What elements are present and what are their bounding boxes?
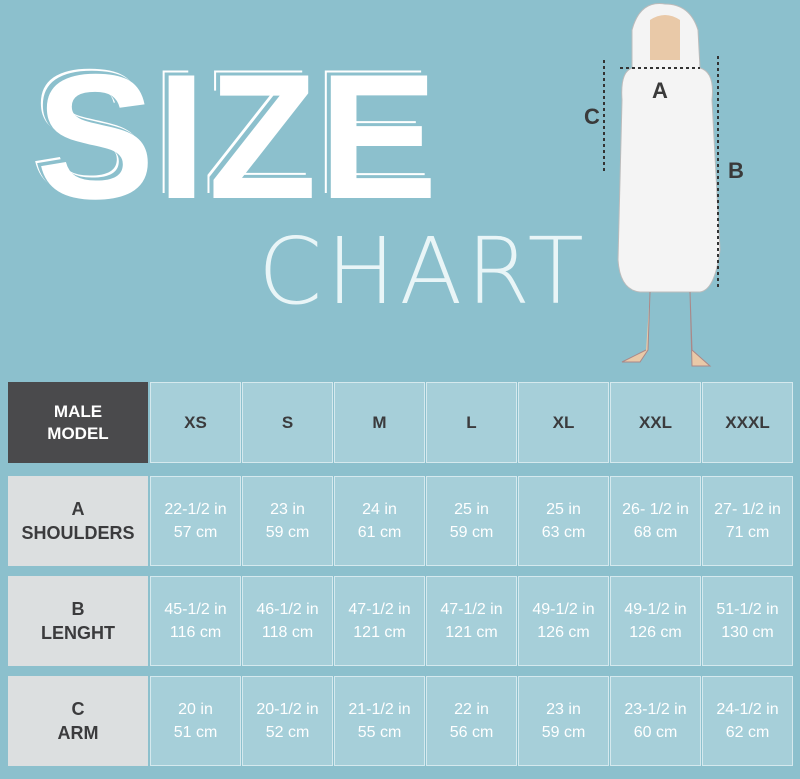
measure-cell: 46-1/2 in 118 cm bbox=[242, 576, 333, 666]
row-label: B LENGHT bbox=[8, 576, 148, 666]
size-header-text: XXXL bbox=[725, 412, 770, 432]
row-label: A SHOULDERS bbox=[8, 476, 148, 566]
size-header-text: XS bbox=[184, 412, 207, 432]
size-header: XS bbox=[150, 382, 241, 463]
measure-cell-text: 21-1/2 in bbox=[348, 701, 411, 718]
row-label-text: LENGHT bbox=[41, 623, 115, 643]
measure-cell-text: 24-1/2 in bbox=[716, 701, 779, 718]
measure-cell-text: 116 cm bbox=[169, 624, 222, 641]
measure-cell-text: 59 cm bbox=[541, 724, 586, 741]
measure-cell: 47-1/2 in 121 cm bbox=[426, 576, 517, 666]
measure-cell-text: 61 cm bbox=[357, 524, 402, 541]
measure-cell-text: 27- 1/2 in bbox=[714, 501, 781, 518]
measure-cell-text: 62 cm bbox=[725, 724, 770, 741]
measure-cell-text: 49-1/2 in bbox=[624, 601, 687, 618]
measure-cell-text: 23-1/2 in bbox=[624, 701, 687, 718]
measure-cell-text: 22 in bbox=[454, 701, 489, 718]
measure-cell-text: 49-1/2 in bbox=[532, 601, 595, 618]
measure-cell-text: 23 in bbox=[270, 501, 305, 518]
corner-cell-text: MALE bbox=[53, 401, 103, 421]
measure-cell-text: 126 cm bbox=[537, 624, 590, 641]
measure-cell-text: 71 cm bbox=[725, 524, 770, 541]
size-header: S bbox=[242, 382, 333, 463]
measure-cell-text: 25 in bbox=[546, 501, 581, 518]
measure-cell: 22-1/2 in 57 cm bbox=[150, 476, 241, 566]
title: SIZE bbox=[36, 37, 440, 236]
measure-cell: 49-1/2 in 126 cm bbox=[610, 576, 701, 666]
measure-cell-text: 60 cm bbox=[633, 724, 678, 741]
corner-cell: MALE MODEL bbox=[8, 382, 148, 463]
measure-cell: 47-1/2 in 121 cm bbox=[334, 576, 425, 666]
label-b: B bbox=[728, 158, 744, 183]
measure-cell-text: 20 in bbox=[178, 701, 213, 718]
measure-cell-text: 24 in bbox=[362, 501, 397, 518]
measure-cell: 26- 1/2 in 68 cm bbox=[610, 476, 701, 566]
size-header: XXXL bbox=[702, 382, 793, 463]
measure-cell-text: 68 cm bbox=[633, 524, 678, 541]
measure-cell: 25 in 63 cm bbox=[518, 476, 609, 566]
measure-cell: 27- 1/2 in 71 cm bbox=[702, 476, 793, 566]
measure-cell-text: 130 cm bbox=[721, 624, 774, 641]
subtitle: CHART bbox=[258, 218, 588, 325]
measure-cell: 25 in 59 cm bbox=[426, 476, 517, 566]
measure-cell-text: 47-1/2 in bbox=[440, 601, 503, 618]
row-label-text: C bbox=[71, 699, 85, 719]
measure-cell-text: 63 cm bbox=[541, 524, 586, 541]
measure-cell-text: 23 in bbox=[546, 701, 581, 718]
row-label-text: SHOULDERS bbox=[21, 523, 135, 543]
size-header: XL bbox=[518, 382, 609, 463]
size-header-text: M bbox=[372, 412, 387, 432]
measure-cell-text: 56 cm bbox=[449, 724, 494, 741]
measure-cell-text: 25 in bbox=[454, 501, 489, 518]
measure-cell-text: 118 cm bbox=[261, 624, 314, 641]
measure-cell: 21-1/2 in 55 cm bbox=[334, 676, 425, 766]
size-header: M bbox=[334, 382, 425, 463]
measure-cell: 23 in 59 cm bbox=[242, 476, 333, 566]
measure-cell-text: 45-1/2 in bbox=[164, 601, 227, 618]
measure-cell: 22 in 56 cm bbox=[426, 676, 517, 766]
measure-cell: 51-1/2 in 130 cm bbox=[702, 576, 793, 666]
size-header-text: S bbox=[281, 412, 294, 432]
size-header: XXL bbox=[610, 382, 701, 463]
measure-cell: 49-1/2 in 126 cm bbox=[518, 576, 609, 666]
measure-cell-text: 20-1/2 in bbox=[256, 701, 319, 718]
measure-cell-text: 52 cm bbox=[265, 724, 310, 741]
measure-cell-text: 57 cm bbox=[173, 524, 218, 541]
size-header-text: L bbox=[466, 412, 477, 432]
corner-cell-text: MODEL bbox=[47, 423, 109, 443]
measure-cell: 23-1/2 in 60 cm bbox=[610, 676, 701, 766]
measure-cell-text: 22-1/2 in bbox=[164, 501, 227, 518]
size-header-text: XL bbox=[552, 412, 575, 432]
label-a: A bbox=[652, 78, 668, 103]
row-label-text: A bbox=[71, 499, 85, 519]
measure-cell-text: 59 cm bbox=[265, 524, 310, 541]
measure-cell-text: 121 cm bbox=[445, 624, 498, 641]
measure-cell: 23 in 59 cm bbox=[518, 676, 609, 766]
measure-cell: 45-1/2 in 116 cm bbox=[150, 576, 241, 666]
measure-cell: 24-1/2 in 62 cm bbox=[702, 676, 793, 766]
measure-cell-text: 55 cm bbox=[357, 724, 402, 741]
robe-figure: A B C bbox=[584, 3, 744, 367]
measure-cell-text: 126 cm bbox=[629, 624, 682, 641]
label-c: C bbox=[584, 104, 600, 129]
measure-cell-text: 46-1/2 in bbox=[256, 601, 319, 618]
measure-cell: 20-1/2 in 52 cm bbox=[242, 676, 333, 766]
size-header: L bbox=[426, 382, 517, 463]
measure-cell-text: 51-1/2 in bbox=[716, 601, 779, 618]
measure-cell-text: 59 cm bbox=[449, 524, 494, 541]
measure-cell-text: 121 cm bbox=[353, 624, 406, 641]
row-label: C ARM bbox=[8, 676, 148, 766]
row-label-text: ARM bbox=[57, 723, 99, 743]
row-label-text: B bbox=[71, 599, 85, 619]
measure-cell: 24 in 61 cm bbox=[334, 476, 425, 566]
measure-cell-text: 47-1/2 in bbox=[348, 601, 411, 618]
measure-cell-text: 26- 1/2 in bbox=[622, 501, 689, 518]
measure-cell: 20 in 51 cm bbox=[150, 676, 241, 766]
size-header-text: XXL bbox=[638, 412, 673, 432]
measure-cell-text: 51 cm bbox=[173, 724, 218, 741]
